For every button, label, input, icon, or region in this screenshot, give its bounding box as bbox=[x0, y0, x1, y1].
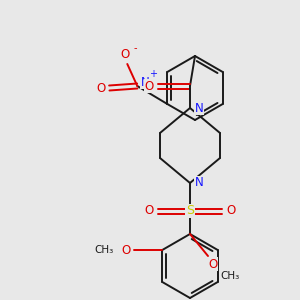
Text: O: O bbox=[208, 257, 217, 271]
Text: O: O bbox=[122, 244, 131, 256]
Text: +: + bbox=[149, 69, 157, 79]
Text: N: N bbox=[195, 101, 203, 115]
Text: N: N bbox=[141, 76, 150, 88]
Text: O: O bbox=[97, 82, 106, 94]
Text: O: O bbox=[144, 80, 154, 92]
Text: O: O bbox=[121, 49, 130, 62]
Text: CH₃: CH₃ bbox=[220, 271, 240, 281]
Text: O: O bbox=[226, 205, 236, 218]
Text: O: O bbox=[144, 205, 154, 218]
Text: CH₃: CH₃ bbox=[95, 245, 114, 255]
Text: N: N bbox=[195, 176, 203, 190]
Text: -: - bbox=[134, 43, 137, 53]
Text: S: S bbox=[186, 205, 194, 218]
